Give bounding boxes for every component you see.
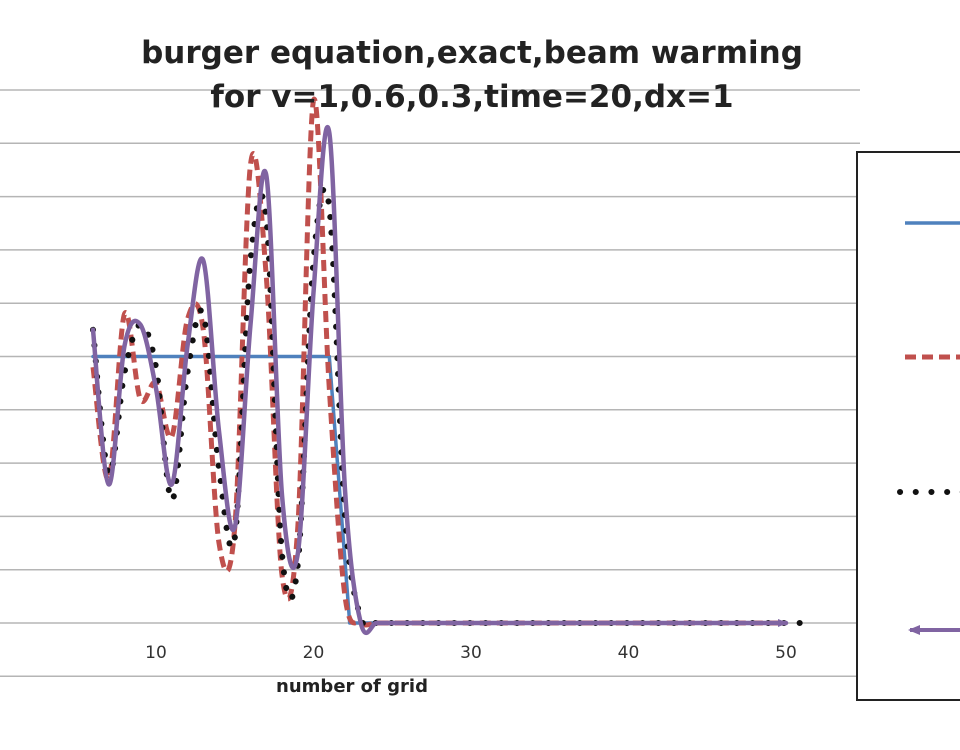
x-tick-label: 30: [460, 643, 482, 663]
chart-subtitle: for v=1,0.6,0.3,time=20,dx=1: [210, 79, 733, 115]
legend: [897, 221, 960, 635]
series-arrow-line: [90, 124, 789, 636]
x-tick-label: 50: [775, 643, 797, 663]
chart-title: burger equation,exact,beam warming: [141, 35, 803, 71]
x-tick-label: 10: [145, 643, 167, 663]
series-dashed-line: [90, 96, 786, 628]
legend-box: [856, 151, 960, 701]
series-exact-line: [91, 354, 788, 625]
series-layer: [90, 96, 805, 636]
gridlines: [0, 89, 860, 678]
x-tick-label: 20: [303, 643, 325, 663]
series-dotted-line: [90, 185, 805, 630]
x-axis-ticks: 102030405060: [145, 643, 954, 663]
x-axis-label: number of grid: [276, 676, 428, 697]
x-tick-label: 40: [618, 643, 640, 663]
